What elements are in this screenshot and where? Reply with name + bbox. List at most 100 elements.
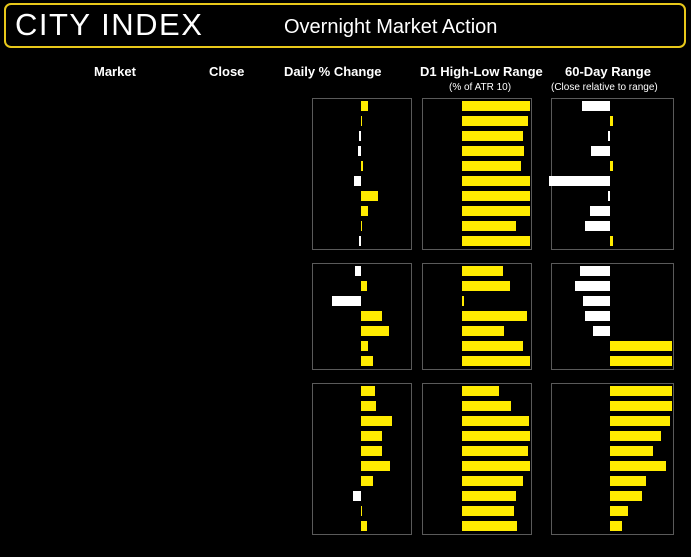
60day-range-bar: [610, 401, 672, 411]
atr-bar: [462, 326, 504, 336]
header-banner: CITY INDEX Overnight Market Action: [4, 3, 686, 48]
daily-change-frame: [312, 263, 412, 370]
60day-range-bar: [592, 326, 610, 336]
atr-bar: [462, 521, 518, 531]
daily-change-bar: [361, 161, 364, 171]
atr-bar: [462, 311, 527, 321]
60day-range-bar: [610, 431, 662, 441]
60day-range-bar: [549, 176, 610, 186]
atr-bar: [462, 401, 511, 411]
60day-range-bar: [610, 446, 653, 456]
60day-range-bar: [582, 101, 610, 111]
daily-change-bar: [358, 131, 361, 141]
col-header-60day: 60-Day Range: [565, 64, 651, 79]
col-header-d1-range: D1 High-Low Range: [420, 64, 543, 79]
daily-change-bar: [354, 176, 361, 186]
daily-change-bar: [361, 356, 373, 366]
daily-change-bar: [361, 521, 367, 531]
atr-bar: [462, 506, 515, 516]
daily-change-bar: [361, 386, 375, 396]
atr-bar: [462, 176, 530, 186]
atr-bar: [462, 491, 517, 501]
daily-change-bar: [361, 221, 362, 231]
atr-bar: [462, 476, 523, 486]
atr-bar: [462, 101, 530, 111]
daily-change-frame: [312, 98, 412, 250]
60day-range-bar: [610, 416, 671, 426]
atr-bar: [462, 161, 521, 171]
60day-range-bar: [610, 116, 614, 126]
60day-range-frame: [551, 263, 674, 370]
60day-range-bar: [610, 236, 614, 246]
daily-change-bar: [358, 146, 361, 156]
60day-range-bar: [585, 221, 610, 231]
daily-change-bar: [361, 341, 369, 351]
daily-change-frame: [312, 383, 412, 535]
atr-bar: [462, 236, 530, 246]
60day-range-bar: [610, 491, 643, 501]
daily-change-bar: [361, 416, 393, 426]
city-index-logo: CITY INDEX: [15, 7, 204, 42]
atr-bar: [462, 146, 525, 156]
col-subheader-atr: (% of ATR 10): [449, 82, 512, 93]
60day-range-bar: [608, 131, 610, 141]
60day-range-bar: [610, 521, 623, 531]
60day-range-bar: [608, 191, 610, 201]
60day-range-bar: [580, 266, 610, 276]
atr-bar: [462, 446, 528, 456]
60day-range-bar: [589, 206, 610, 216]
daily-change-bar: [361, 206, 369, 216]
col-subheader-60day: (Close relative to range): [551, 82, 658, 93]
60day-range-bar: [610, 341, 672, 351]
atr-bar: [462, 431, 530, 441]
atr-range-frame: [422, 263, 532, 370]
daily-change-bar: [332, 296, 361, 306]
60day-range-bar: [610, 476, 646, 486]
daily-change-bar: [361, 431, 382, 441]
col-header-market: Market: [94, 64, 136, 79]
atr-bar: [462, 296, 465, 306]
60day-range-bar: [583, 296, 610, 306]
atr-range-frame: [422, 383, 532, 535]
atr-range-frame: [422, 98, 532, 250]
daily-change-bar: [361, 476, 374, 486]
atr-bar: [462, 386, 500, 396]
daily-change-bar: [361, 101, 368, 111]
60day-range-bar: [574, 281, 610, 291]
daily-change-bar: [361, 116, 362, 126]
atr-bar: [462, 461, 530, 471]
daily-change-bar: [361, 401, 377, 411]
daily-change-bar: [359, 236, 361, 246]
atr-bar: [462, 281, 510, 291]
atr-bar: [462, 191, 530, 201]
atr-bar: [462, 356, 530, 366]
col-header-daily-change: Daily % Change: [284, 64, 382, 79]
daily-change-bar: [361, 446, 382, 456]
60day-range-frame: [551, 383, 674, 535]
60day-range-bar: [610, 356, 672, 366]
atr-bar: [462, 116, 528, 126]
atr-bar: [462, 206, 530, 216]
daily-change-bar: [361, 281, 368, 291]
daily-change-bar: [361, 311, 383, 321]
daily-change-bar: [361, 326, 389, 336]
60day-range-frame: [551, 98, 674, 250]
60day-range-bar: [610, 161, 614, 171]
daily-change-bar: [353, 491, 361, 501]
daily-change-bar: [355, 266, 361, 276]
60day-range-bar: [591, 146, 610, 156]
atr-bar: [462, 341, 524, 351]
atr-bar: [462, 221, 517, 231]
col-header-close: Close: [209, 64, 245, 79]
60day-range-bar: [610, 461, 666, 471]
page-title: Overnight Market Action: [284, 16, 498, 38]
daily-change-bar: [361, 506, 362, 516]
atr-bar: [462, 131, 523, 141]
daily-change-bar: [361, 191, 379, 201]
60day-range-bar: [610, 506, 628, 516]
atr-bar: [462, 266, 504, 276]
60day-range-bar: [610, 386, 672, 396]
atr-bar: [462, 416, 530, 426]
60day-range-bar: [585, 311, 610, 321]
daily-change-bar: [361, 461, 391, 471]
